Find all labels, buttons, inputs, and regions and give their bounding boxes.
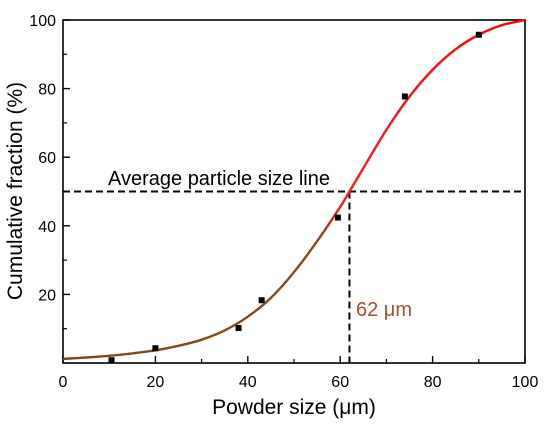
tick-labels: 0 20 40 60 80 100 20 40 60 80 100 (29, 13, 538, 391)
fit-curve-group (62, 18, 526, 361)
x-tick-label: 0 (59, 374, 68, 391)
median-size-label: 62 μm (356, 299, 412, 321)
data-point (235, 325, 242, 332)
data-point (258, 297, 265, 304)
data-point (334, 214, 341, 221)
x-axis-title: Powder size (μm) (212, 396, 376, 419)
x-tick-label: 20 (147, 374, 165, 391)
axis-ticks (62, 19, 526, 363)
y-tick-label: 80 (38, 82, 56, 99)
guide-lines (63, 190, 525, 363)
fit-curve (62, 18, 526, 361)
data-points-group (108, 31, 482, 364)
data-point (152, 345, 159, 352)
x-tick-label: 80 (424, 374, 442, 391)
y-tick-label: 20 (38, 287, 56, 304)
data-point (475, 31, 482, 38)
x-tick-label: 60 (331, 374, 349, 391)
data-point (401, 93, 408, 100)
x-tick-label: 100 (512, 374, 539, 391)
average-line-label: Average particle size line (108, 168, 330, 190)
y-tick-label: 40 (38, 219, 56, 236)
x-tick-label: 40 (239, 374, 257, 391)
y-tick-label: 100 (29, 13, 56, 30)
data-point (108, 357, 115, 364)
y-axis-title: Cumulative fraction (%) (4, 82, 27, 300)
y-tick-label: 60 (38, 150, 56, 167)
